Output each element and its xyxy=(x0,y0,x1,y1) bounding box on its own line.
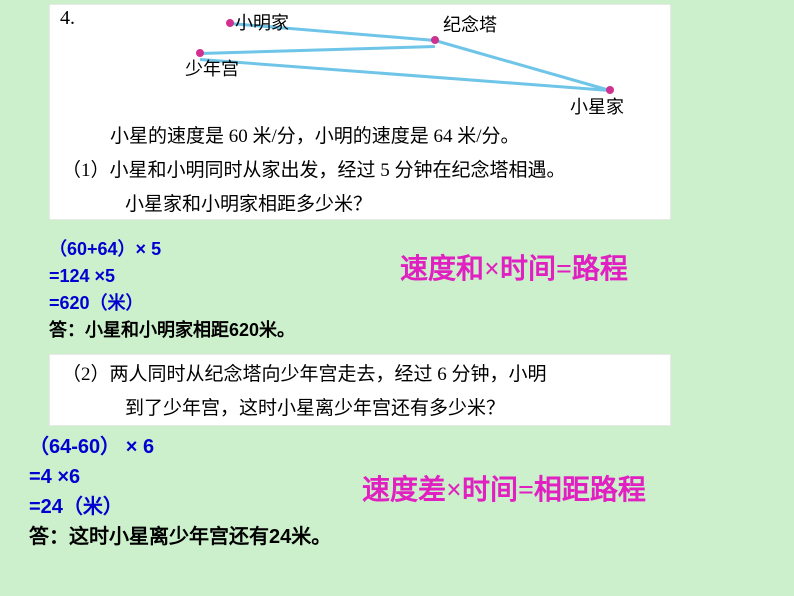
solution-2: （64-60） × 6=4 ×6=24（米）答：这时小星离少年宫还有24米。 xyxy=(29,432,331,552)
label-xiaoxing-home: 小星家 xyxy=(570,93,624,119)
diagram-dot-tower xyxy=(431,36,439,44)
question-1-line-1: （1）小星和小明同时从家出发，经过 5 分钟在纪念塔相遇。 xyxy=(62,157,566,186)
speed-text: 小星的速度是 60 米/分，小明的速度是 64 米/分。 xyxy=(110,123,520,152)
label-xiaoming-home: 小明家 xyxy=(235,9,289,35)
question-2-line-1: （2）两人同时从纪念塔向少年宫走去，经过 6 分钟，小明 xyxy=(62,361,547,390)
formula-2: 速度差×时间=相距路程 xyxy=(362,468,646,508)
diagram-line xyxy=(200,45,435,55)
label-tower: 纪念塔 xyxy=(443,11,497,37)
question-2-line-2: 到了少年宫，这时小星离少年宫还有多少米？ xyxy=(125,395,505,424)
solution-1: （60+64）× 5=124 ×5=620（米）答：小星和小明家相距620米。 xyxy=(49,236,295,344)
question-1-line-2: 小星家和小明家相距多少米？ xyxy=(125,191,372,220)
diagram-dot-xiaoming xyxy=(226,19,234,27)
problem-number: 4. xyxy=(60,7,75,30)
problem-box-1: 4. 小明家 纪念塔 少年宫 小星家 小星的速度是 60 米/分，小明的速度是 … xyxy=(49,4,671,220)
problem-box-2: （2）两人同时从纪念塔向少年宫走去，经过 6 分钟，小明 到了少年宫，这时小星离… xyxy=(49,354,671,426)
label-youth-palace: 少年宫 xyxy=(185,55,239,81)
formula-1: 速度和×时间=路程 xyxy=(400,247,628,287)
